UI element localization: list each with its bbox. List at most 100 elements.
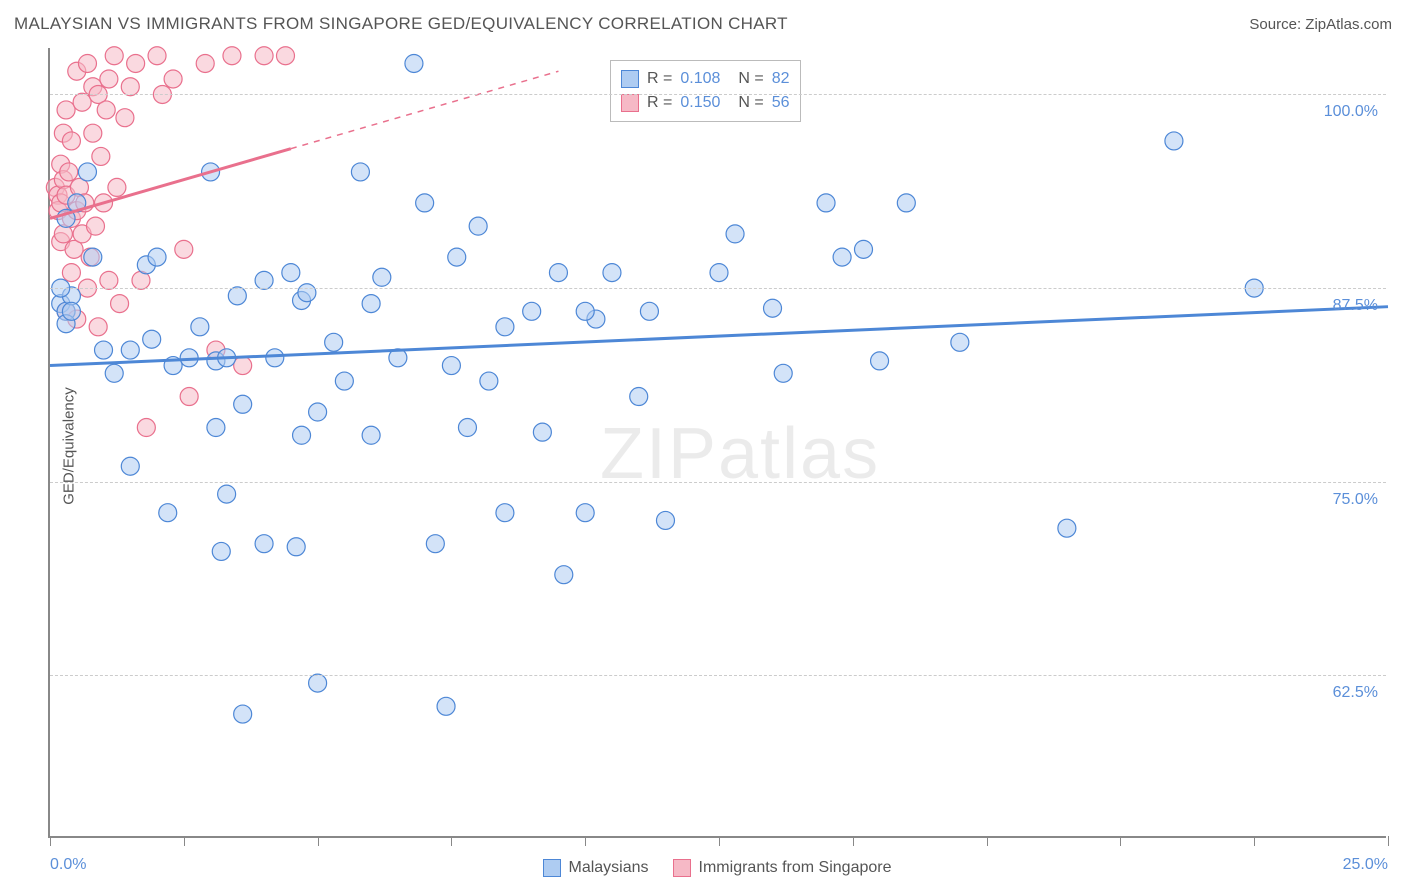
scatter-point-singapore [121,78,139,96]
scatter-point-malaysians [774,364,792,382]
scatter-point-malaysians [1058,519,1076,537]
source-link[interactable]: ZipAtlas.com [1305,16,1392,33]
bottom-legend: Malaysians Immigrants from Singapore [48,848,1386,888]
scatter-point-singapore [62,132,80,150]
stat-row-malaysians: R = 0.108N = 82 [621,67,790,91]
source-attribution: Source: ZipAtlas.com [1249,16,1392,33]
scatter-point-singapore [60,163,78,181]
scatter-point-malaysians [576,302,594,320]
scatter-point-malaysians [871,352,889,370]
swatch-icon [621,94,639,112]
scatter-point-malaysians [362,295,380,313]
x-tick [50,836,51,846]
stat-n-value: 56 [772,91,790,115]
scatter-point-singapore [164,70,182,88]
scatter-point-singapore [111,295,129,313]
chart-container: MALAYSIAN VS IMMIGRANTS FROM SINGAPORE G… [0,0,1406,892]
swatch-icon [673,859,691,877]
scatter-point-malaysians [335,372,353,390]
scatter-point-malaysians [362,426,380,444]
x-tick [1254,836,1255,846]
scatter-point-malaysians [207,419,225,437]
scatter-point-malaysians [437,697,455,715]
source-prefix: Source: [1249,16,1305,33]
scatter-point-malaysians [105,364,123,382]
scatter-point-malaysians [287,538,305,556]
scatter-point-singapore [175,240,193,258]
scatter-point-singapore [89,318,107,336]
scatter-point-singapore [196,54,214,72]
y-tick-label: 100.0% [1324,103,1378,121]
scatter-point-malaysians [218,485,236,503]
legend-item: Malaysians [543,859,649,877]
legend-item: Immigrants from Singapore [673,859,892,877]
stat-r-label: R = [647,91,672,115]
scatter-point-singapore [127,54,145,72]
scatter-point-malaysians [62,302,80,320]
scatter-point-malaysians [656,511,674,529]
scatter-point-malaysians [255,535,273,553]
legend-label: Malaysians [569,859,649,877]
scatter-point-malaysians [951,333,969,351]
header: MALAYSIAN VS IMMIGRANTS FROM SINGAPORE G… [0,0,1406,48]
scatter-point-singapore [97,101,115,119]
scatter-point-malaysians [603,264,621,282]
scatter-point-singapore [100,271,118,289]
scatter-point-malaysians [228,287,246,305]
scatter-point-malaysians [234,705,252,723]
y-tick-label: 75.0% [1333,491,1378,509]
scatter-point-malaysians [84,248,102,266]
scatter-point-malaysians [266,349,284,367]
trend-line-dashed-singapore [291,71,559,148]
scatter-point-singapore [180,388,198,406]
y-tick-label: 62.5% [1333,684,1378,702]
y-tick-label: 87.5% [1333,297,1378,315]
scatter-point-malaysians [148,248,166,266]
scatter-point-malaysians [533,423,551,441]
scatter-point-singapore [57,101,75,119]
swatch-icon [543,859,561,877]
scatter-point-singapore [62,264,80,282]
scatter-point-malaysians [764,299,782,317]
stat-row-singapore: R = 0.150N = 56 [621,91,790,115]
scatter-point-malaysians [448,248,466,266]
scatter-point-malaysians [255,271,273,289]
scatter-point-malaysians [234,395,252,413]
x-tick [987,836,988,846]
scatter-point-malaysians [710,264,728,282]
scatter-point-malaysians [640,302,658,320]
scatter-point-singapore [100,70,118,88]
legend-label: Immigrants from Singapore [699,859,892,877]
scatter-point-singapore [78,279,96,297]
stat-r-label: R = [647,67,672,91]
scatter-point-malaysians [191,318,209,336]
scatter-point-malaysians [405,54,423,72]
stat-r-value: 0.150 [680,91,720,115]
scatter-point-malaysians [1165,132,1183,150]
scatter-point-malaysians [1245,279,1263,297]
scatter-point-malaysians [726,225,744,243]
scatter-point-malaysians [555,566,573,584]
scatter-point-singapore [276,47,294,65]
scatter-point-malaysians [523,302,541,320]
scatter-point-malaysians [121,457,139,475]
stat-r-value: 0.108 [680,67,720,91]
scatter-point-malaysians [480,372,498,390]
scatter-point-malaysians [325,333,343,351]
stats-legend-box: R = 0.108N = 82R = 0.150N = 56 [610,60,801,122]
scatter-point-malaysians [426,535,444,553]
scatter-point-singapore [92,147,110,165]
scatter-point-malaysians [442,357,460,375]
stat-n-label: N = [738,67,763,91]
scatter-point-singapore [108,178,126,196]
scatter-point-malaysians [78,163,96,181]
scatter-point-malaysians [293,426,311,444]
scatter-point-malaysians [282,264,300,282]
scatter-point-malaysians [351,163,369,181]
x-tick [184,836,185,846]
scatter-point-malaysians [121,341,139,359]
scatter-point-malaysians [833,248,851,266]
scatter-point-malaysians [212,542,230,560]
trend-line-malaysians [50,307,1388,366]
scatter-point-malaysians [298,284,316,302]
